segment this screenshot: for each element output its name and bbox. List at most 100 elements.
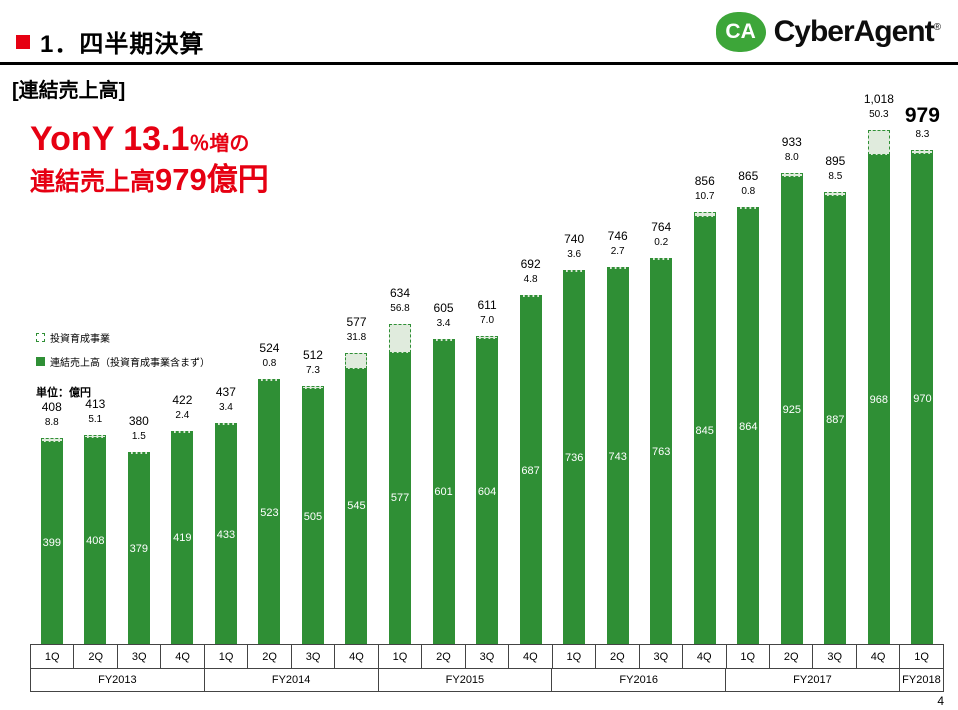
investment-segment <box>432 338 455 341</box>
investment-value-label: 3.4 <box>218 402 233 414</box>
main-sales-value-label: 887 <box>826 414 845 427</box>
quarterly-sales-bar-chart: 408 8.8 399 413 5.1 408 380 1.5 379 422 2.4 419 437 3… <box>30 92 944 692</box>
investment-segment <box>40 438 63 443</box>
highlight-text: YonY 13.1％増の 連結売上高979億円 <box>30 118 269 199</box>
yoy-value: YonY 13.1 <box>30 120 190 158</box>
stacked-bar: 379 <box>127 452 150 644</box>
bar-column: 895 8.5 887 <box>814 100 858 644</box>
axis-quarter-label: 4Q <box>683 645 727 668</box>
investment-segment <box>214 423 237 426</box>
registered-mark: ® <box>933 22 941 33</box>
main-sales-segment: 968 <box>867 155 890 644</box>
investment-segment <box>476 335 499 340</box>
total-label: 895 <box>825 154 846 169</box>
stacked-bar: 523 <box>258 379 281 644</box>
investment-value-label: 4.8 <box>523 273 538 285</box>
main-sales-segment: 379 <box>127 454 150 644</box>
stacked-bar: 604 <box>476 335 499 644</box>
stacked-bar: 968 <box>867 130 890 644</box>
stacked-bar: 505 <box>301 385 324 644</box>
stacked-bar: 687 <box>519 294 542 644</box>
sales-value: 979億円 <box>155 161 269 197</box>
investment-value-label: 0.2 <box>654 237 669 249</box>
total-label: 634 <box>390 285 411 300</box>
stacked-bar: 736 <box>563 270 586 644</box>
total-label: 380 <box>128 414 149 429</box>
main-sales-value-label: 925 <box>782 404 801 417</box>
section-label: [連結売上高] <box>12 80 126 102</box>
legend-item-consolidated: 連結売上高（投資育成事業含まず） <box>36 354 210 369</box>
solid-square-icon <box>36 357 45 366</box>
main-sales-segment: 604 <box>476 339 499 644</box>
main-sales-segment: 845 <box>693 217 716 644</box>
sales-prefix: 連結売上高 <box>30 167 156 196</box>
axis-fiscal-year-label: FY2013 <box>31 669 205 691</box>
highlight-line1: YonY 13.1％増の <box>30 118 269 161</box>
x-axis: 1Q 2Q 3Q 4Q 1Q 2Q 3Q 4Q 1Q 2Q 3Q 4Q 1Q 2Q 3Q 4Q 1Q 2Q 3Q 4Q… <box>30 644 944 692</box>
total-label: 605 <box>433 300 454 315</box>
investment-value-label: 5.1 <box>88 414 103 426</box>
bar-column: 740 3.6 736 <box>552 100 596 644</box>
investment-segment <box>563 270 586 273</box>
main-sales-segment: 763 <box>650 260 673 644</box>
total-label: 865 <box>738 169 759 184</box>
bar-column: 746 2.7 743 <box>596 100 640 644</box>
axis-quarter-label: 2Q <box>596 645 640 668</box>
investment-value-label: 0.8 <box>741 186 756 198</box>
bars-area: 408 8.8 399 413 5.1 408 380 1.5 379 422 2.4 419 437 3… <box>30 92 944 644</box>
total-label: 1,018 <box>863 92 894 106</box>
bar-column: 512 7.3 505 <box>291 100 335 644</box>
main-sales-segment: 433 <box>214 425 237 644</box>
bar-column: 856 10.7 845 <box>683 100 727 644</box>
investment-segment <box>389 323 412 353</box>
main-sales-segment: 505 <box>301 389 324 644</box>
investment-segment <box>345 352 368 369</box>
chart-legend: 投資育成事業 連結売上高（投資育成事業含まず） <box>36 330 210 378</box>
main-sales-segment: 864 <box>737 209 760 644</box>
main-sales-value-label: 743 <box>608 450 627 463</box>
main-sales-value-label: 523 <box>260 506 279 519</box>
quarter-axis-row: 1Q 2Q 3Q 4Q 1Q 2Q 3Q 4Q 1Q 2Q 3Q 4Q 1Q 2Q 3Q 4Q 1Q 2Q 3Q 4Q… <box>31 645 943 669</box>
investment-value-label: 0.8 <box>262 358 277 370</box>
stacked-bar: 925 <box>780 172 803 644</box>
main-sales-segment: 577 <box>389 352 412 644</box>
main-sales-value-label: 968 <box>869 393 889 406</box>
axis-quarter-label: 3Q <box>813 645 857 668</box>
investment-segment <box>867 130 890 156</box>
stacked-bar: 743 <box>606 267 629 644</box>
axis-quarter-label: 4Q <box>509 645 553 668</box>
bar-column: 611 7.0 604 <box>465 100 509 644</box>
investment-value-label: 50.3 <box>869 109 889 120</box>
investment-value-label: 8.0 <box>784 151 799 163</box>
total-label: 746 <box>607 229 628 244</box>
investment-value-label: 31.8 <box>346 331 367 343</box>
main-sales-value-label: 433 <box>216 528 236 541</box>
investment-value-label: 7.3 <box>306 364 320 376</box>
title-block: 1．四半期決算 <box>16 24 204 59</box>
title-bullet <box>16 34 30 49</box>
axis-quarter-label: 2Q <box>422 645 466 668</box>
main-sales-value-label: 577 <box>390 492 410 505</box>
stacked-bar: 887 <box>824 192 847 644</box>
axis-quarter-label: 4Q <box>335 645 379 668</box>
total-label: 692 <box>520 256 541 271</box>
investment-segment <box>301 385 324 390</box>
axis-quarter-label: 3Q <box>118 645 162 668</box>
stacked-bar: 864 <box>737 207 760 644</box>
main-sales-segment: 925 <box>780 176 803 644</box>
stacked-bar: 577 <box>389 323 412 644</box>
main-sales-segment: 743 <box>606 269 629 644</box>
highlight-line2: 連結売上高979億円 <box>30 161 269 200</box>
bar-column: 1,018 50.3 968 <box>857 92 901 644</box>
main-sales-segment: 736 <box>563 272 586 644</box>
axis-quarter-label: 4Q <box>857 645 901 668</box>
axis-fiscal-year-label: FY2018 <box>902 674 941 686</box>
legend-consolidated-label: 連結売上高（投資育成事業含まず） <box>50 358 210 369</box>
logo-wordmark: CyberAgent <box>773 15 935 48</box>
investment-value-label: 8.5 <box>828 171 843 183</box>
header: 1．四半期決算 CA CyberAgent® <box>0 0 958 65</box>
fiscal-year-axis-row: FY2013 FY2014 FY2015 FY2016 FY2017 FY2018 <box>31 669 943 691</box>
total-label: 740 <box>564 232 585 247</box>
main-sales-value-label: 545 <box>347 500 366 513</box>
main-sales-segment: 601 <box>432 340 455 644</box>
